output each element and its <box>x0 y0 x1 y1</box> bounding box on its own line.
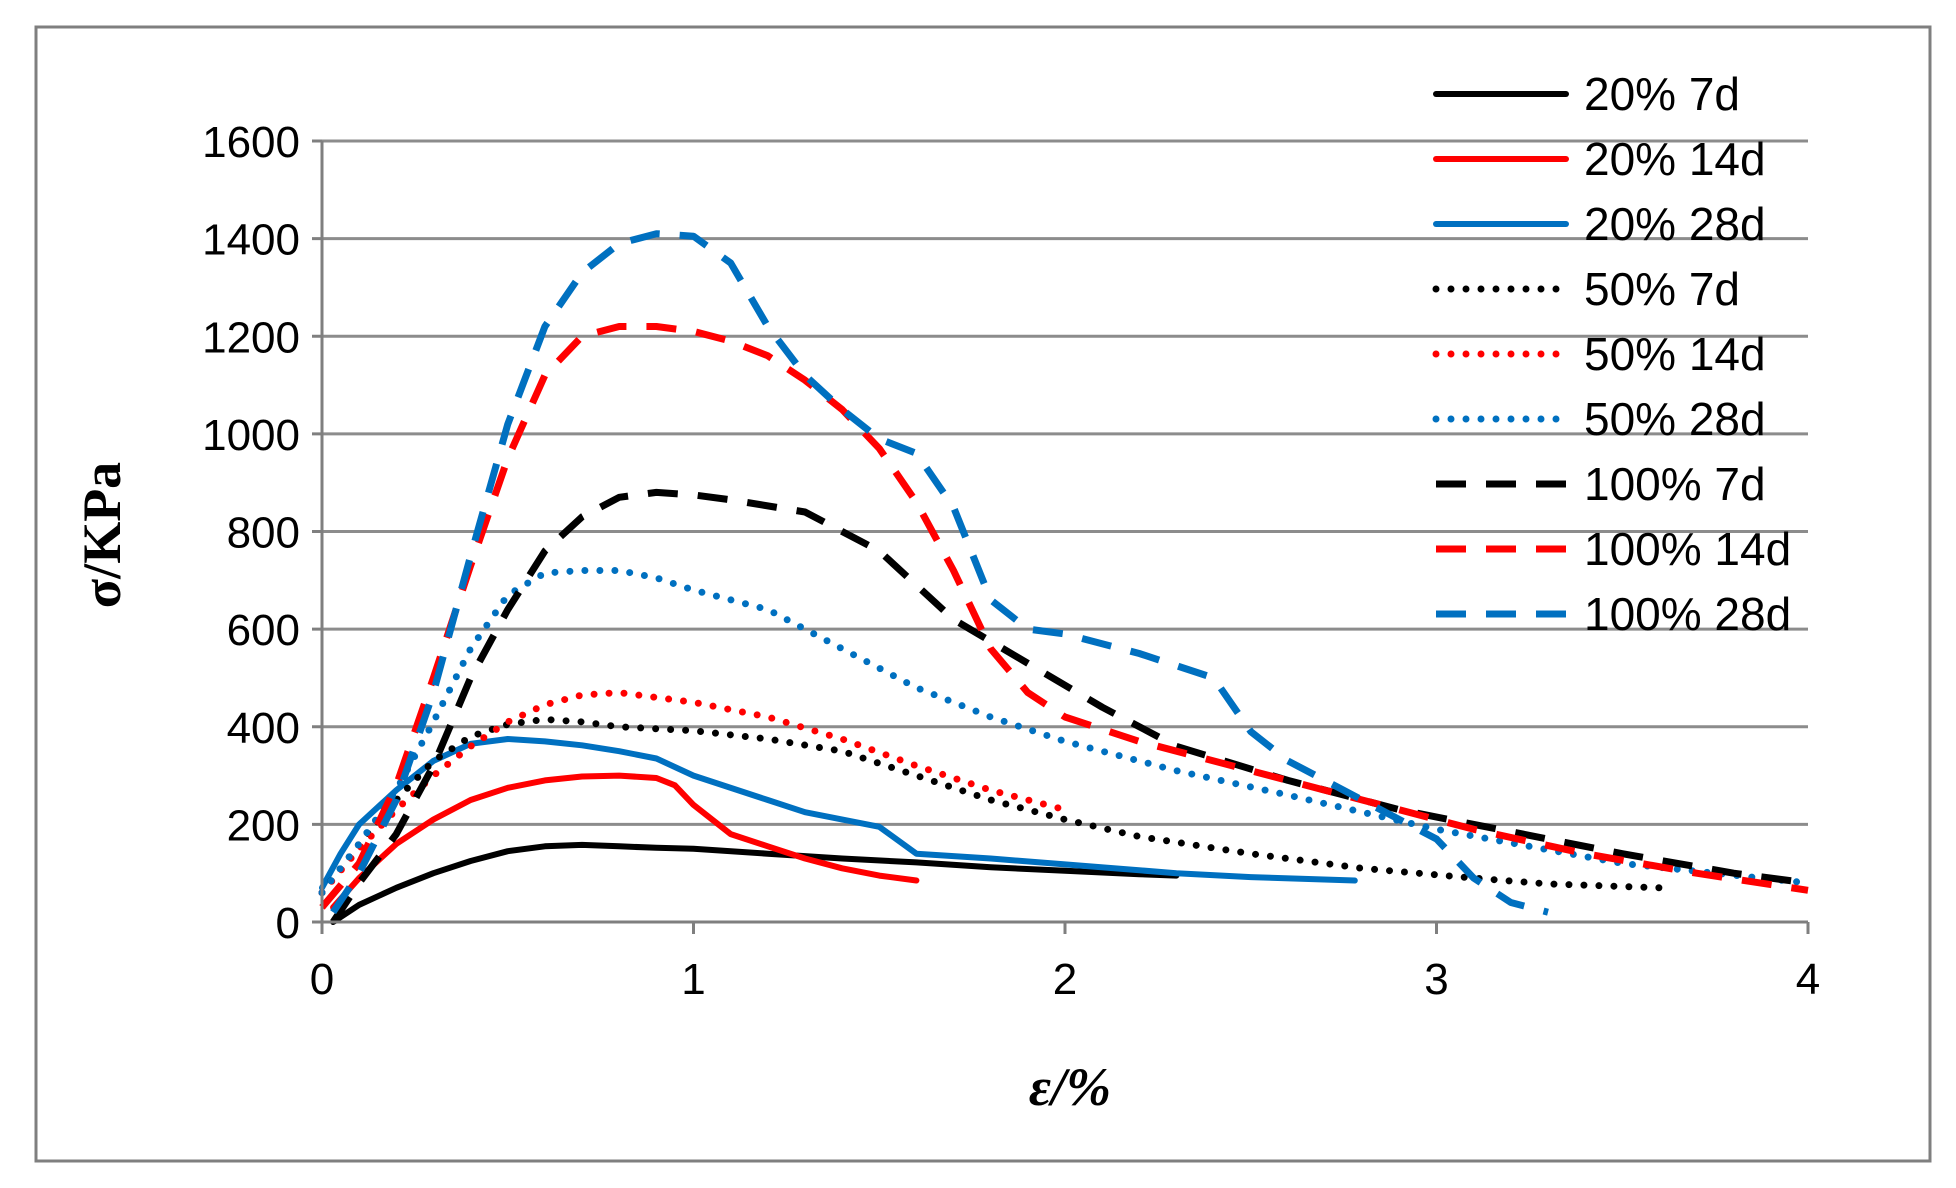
series-line-50-14d <box>318 689 1069 897</box>
legend-item: 50% 28d <box>1432 393 1766 445</box>
series-line-100-14d <box>319 323 1809 910</box>
legend-item: 50% 7d <box>1432 263 1740 315</box>
legend-label: 50% 28d <box>1584 393 1766 445</box>
legend-label: 20% 14d <box>1584 133 1766 185</box>
series-line-20-28d <box>319 736 1358 891</box>
series-line-20-14d <box>330 772 920 911</box>
x-axis-title: ε/% <box>1029 1057 1111 1117</box>
legend-label: 100% 7d <box>1584 458 1766 510</box>
gridlines <box>322 139 1808 826</box>
y-tick-label: 1000 <box>202 411 300 460</box>
legend-label: 100% 28d <box>1584 588 1791 640</box>
legend-item: 100% 28d <box>1436 588 1791 640</box>
y-tick-label: 1600 <box>202 118 300 167</box>
y-tick-label: 1200 <box>202 313 300 362</box>
x-tick-label: 4 <box>1796 955 1820 1004</box>
y-tick-label: 0 <box>276 899 300 948</box>
series-line-20-7d <box>330 841 1180 925</box>
legend-label: 100% 14d <box>1584 523 1791 575</box>
legend-item: 20% 7d <box>1433 68 1740 120</box>
y-tick-label: 1400 <box>202 216 300 265</box>
legend-item: 50% 14d <box>1432 328 1766 380</box>
x-tick-label: 3 <box>1424 955 1448 1004</box>
axes: 0 200 400 600 800 1000 1200 1400 1600 0 1 2 3 4 <box>202 118 1820 1004</box>
legend-label: 50% 7d <box>1584 263 1740 315</box>
legend-item: 100% 14d <box>1436 523 1791 575</box>
x-tick-label: 1 <box>681 955 705 1004</box>
y-axis-title: σ/KPa <box>72 462 132 608</box>
legend-item: 20% 28d <box>1433 198 1766 250</box>
chart-frame <box>34 25 1932 1163</box>
legend-label: 20% 7d <box>1584 68 1740 120</box>
series-layer <box>318 230 1812 925</box>
legend-item: 100% 7d <box>1436 458 1766 510</box>
legend-item: 20% 14d <box>1433 133 1766 185</box>
series-line-50-28d <box>318 567 1812 897</box>
y-tick-label: 200 <box>227 801 300 850</box>
x-tick-label: 2 <box>1053 955 1077 1004</box>
y-tick-label: 600 <box>227 606 300 655</box>
x-tick-label: 0 <box>310 955 334 1004</box>
y-tick-label: 400 <box>227 704 300 753</box>
y-tick-label: 800 <box>227 509 300 558</box>
legend: 20% 7d 20% 14d 20% 28d 50% 7d 50% 14d 50% 28d… <box>1432 68 1791 640</box>
series-line-100-28d <box>330 230 1549 916</box>
legend-label: 50% 14d <box>1584 328 1766 380</box>
legend-label: 20% 28d <box>1584 198 1766 250</box>
